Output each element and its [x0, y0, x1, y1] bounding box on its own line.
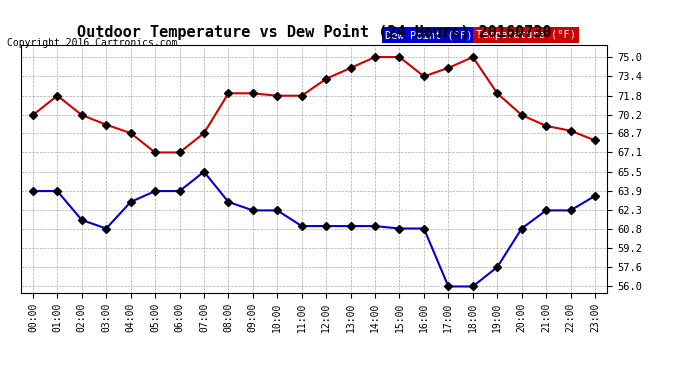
Text: Dew Point (°F): Dew Point (°F) — [385, 30, 473, 40]
Text: Copyright 2016 Cartronics.com: Copyright 2016 Cartronics.com — [7, 38, 177, 48]
Title: Outdoor Temperature vs Dew Point (24 Hours) 20160730: Outdoor Temperature vs Dew Point (24 Hou… — [77, 24, 551, 40]
Text: Temperature (°F): Temperature (°F) — [476, 30, 576, 40]
